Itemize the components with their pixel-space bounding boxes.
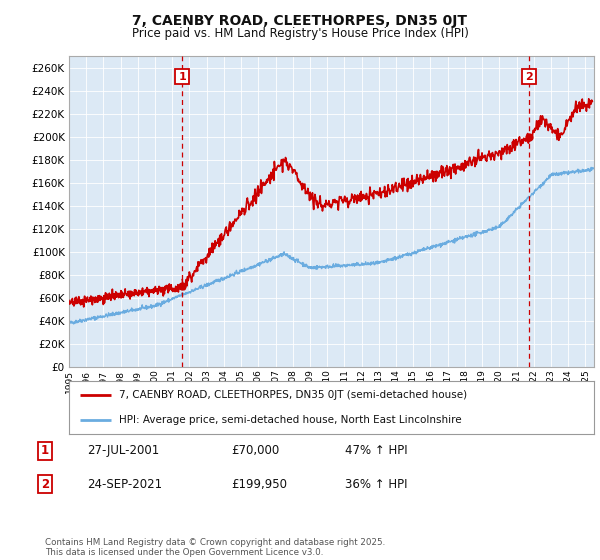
Text: Price paid vs. HM Land Registry's House Price Index (HPI): Price paid vs. HM Land Registry's House … — [131, 27, 469, 40]
Text: 7, CAENBY ROAD, CLEETHORPES, DN35 0JT (semi-detached house): 7, CAENBY ROAD, CLEETHORPES, DN35 0JT (s… — [119, 390, 467, 400]
Text: 36% ↑ HPI: 36% ↑ HPI — [345, 478, 407, 491]
Text: 27-JUL-2001: 27-JUL-2001 — [87, 444, 159, 458]
Text: 1: 1 — [41, 444, 49, 458]
Text: 47% ↑ HPI: 47% ↑ HPI — [345, 444, 407, 458]
Text: 2: 2 — [525, 72, 533, 82]
Text: £70,000: £70,000 — [231, 444, 279, 458]
Text: 24-SEP-2021: 24-SEP-2021 — [87, 478, 162, 491]
Text: £199,950: £199,950 — [231, 478, 287, 491]
Text: 1: 1 — [178, 72, 186, 82]
Text: Contains HM Land Registry data © Crown copyright and database right 2025.
This d: Contains HM Land Registry data © Crown c… — [45, 538, 385, 557]
Text: 2: 2 — [41, 478, 49, 491]
Text: 7, CAENBY ROAD, CLEETHORPES, DN35 0JT: 7, CAENBY ROAD, CLEETHORPES, DN35 0JT — [133, 14, 467, 28]
Text: HPI: Average price, semi-detached house, North East Lincolnshire: HPI: Average price, semi-detached house,… — [119, 414, 461, 424]
